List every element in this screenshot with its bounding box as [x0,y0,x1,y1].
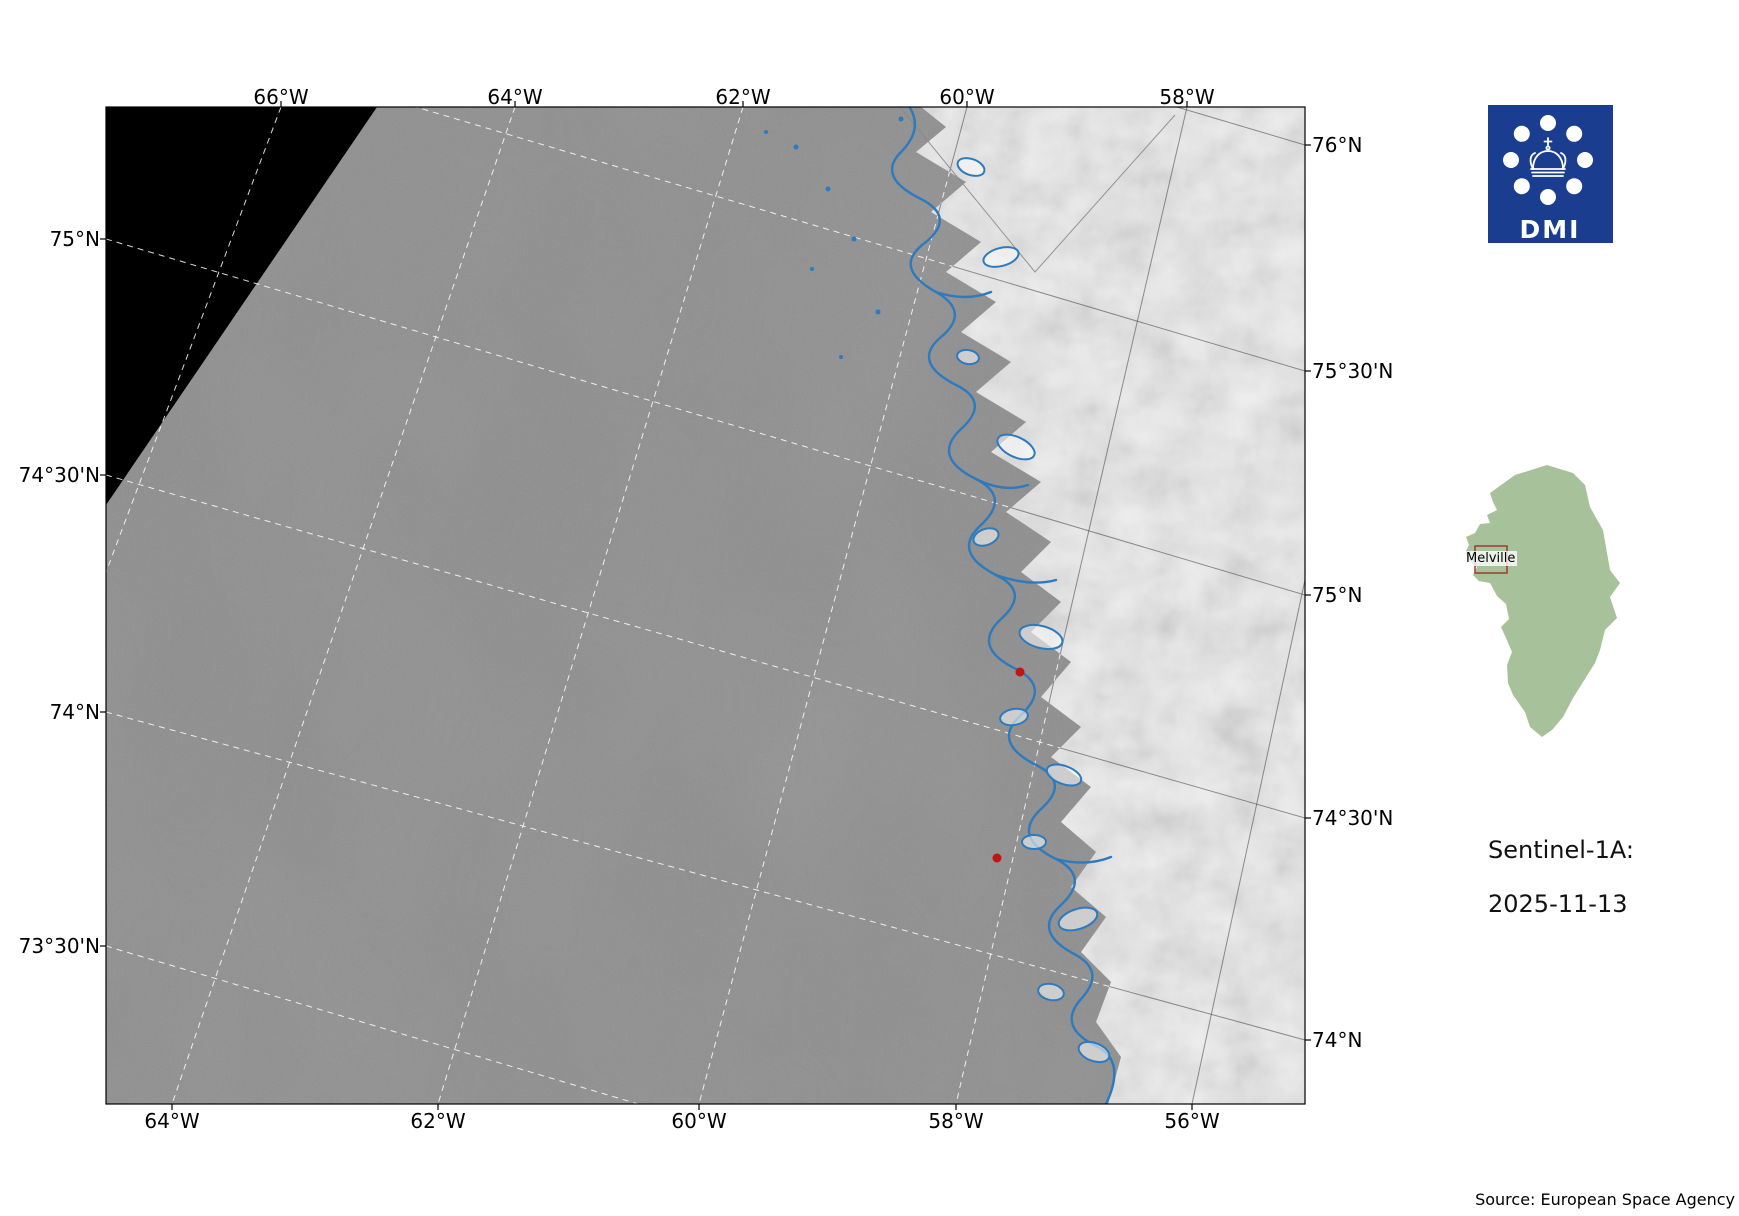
lat-label-right: 75°N [1312,583,1363,607]
greenland-inset-map [1455,455,1635,750]
lat-label-left: 74°N [49,700,100,724]
island-contours [956,157,1111,1064]
logo-text: DMI [1520,215,1581,243]
coastline-contour [890,107,1116,1104]
map-border [105,106,1306,1105]
dmi-logo-graphic: DMI [1488,105,1613,244]
lon-label-bottom: 56°W [1164,1109,1220,1133]
logo-dots [1503,115,1593,205]
scene-boundary-line [899,107,1176,273]
lat-label-left: 74°30'N [18,463,100,487]
ice-floe-specks [764,116,904,359]
lon-label-top: 66°W [253,85,309,109]
location-dot-icon [992,853,1002,863]
lat-label-left: 75°N [49,227,100,251]
lat-label-right: 76°N [1312,133,1363,157]
red-location-markers [992,667,1025,863]
lon-label-top: 62°W [715,85,771,109]
map-ticks [100,101,1311,1110]
dmi-logo: DMI [1488,105,1613,244]
greenland-inset-graphic [1465,465,1620,737]
inset-label: Melville [1464,551,1518,566]
source-credit: Source: European Space Agency [1475,1190,1735,1209]
lat-label-left: 73°30'N [18,934,100,958]
lon-label-bottom: 60°W [671,1109,727,1133]
greenland-shape [1465,465,1620,737]
location-dot-icon [1015,667,1025,677]
lon-label-bottom: 64°W [144,1109,200,1133]
lon-label-top: 64°W [487,85,543,109]
lat-label-right: 75°30'N [1312,359,1394,383]
lat-label-right: 74°30'N [1312,806,1394,830]
sar-map-canvas [100,101,1311,1110]
crown-icon [1529,137,1567,177]
lon-label-bottom: 62°W [410,1109,466,1133]
acquisition-date: 2025-11-13 [1488,890,1628,918]
satellite-title: Sentinel-1A: [1488,836,1634,864]
lat-label-right: 74°N [1312,1028,1363,1052]
no-data-region [106,107,377,505]
lon-label-top: 58°W [1159,85,1215,109]
lon-label-bottom: 58°W [928,1109,984,1133]
sar-map [98,99,1313,1112]
lon-label-top: 60°W [939,85,995,109]
